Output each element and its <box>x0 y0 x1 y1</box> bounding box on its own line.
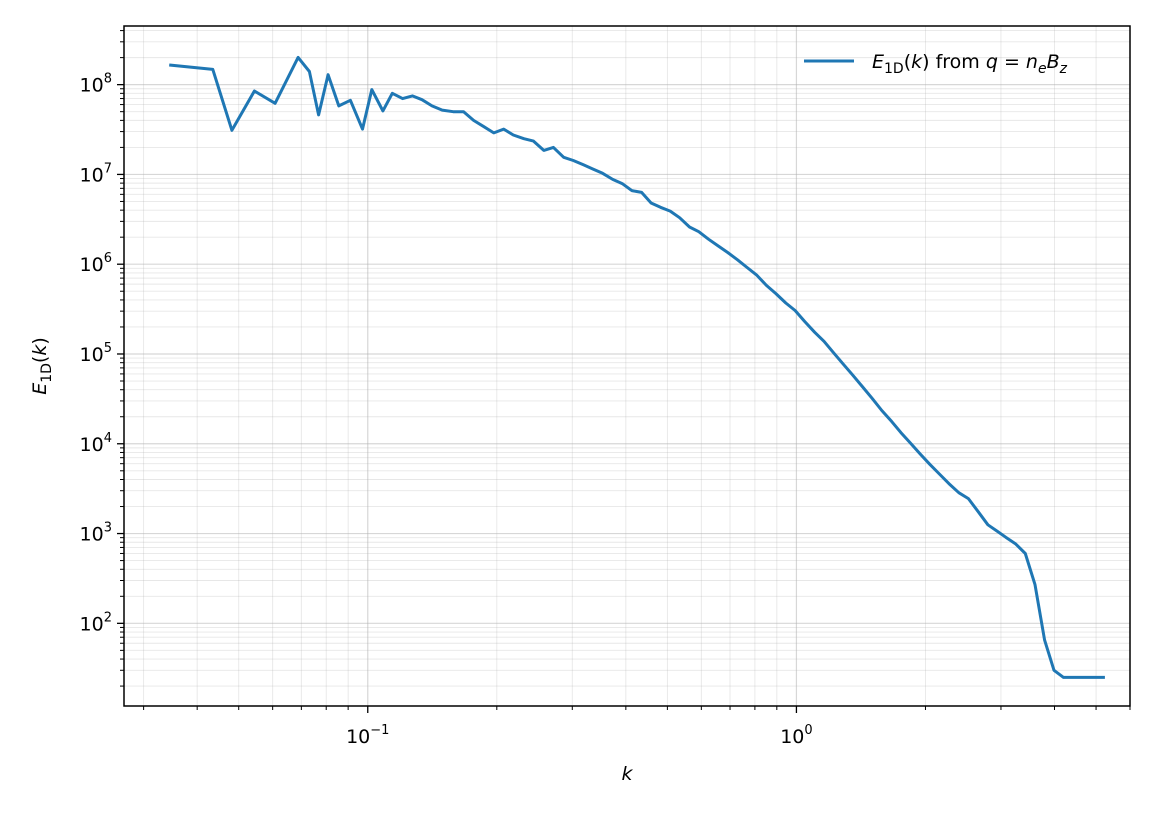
x-tick-label-exponent: 0 <box>804 723 812 738</box>
y-axis-label: E1D(k) <box>29 337 55 395</box>
y-tick-label: 108 <box>80 72 112 97</box>
grid <box>124 26 1131 706</box>
y-tick-label-base: 10 <box>80 434 104 456</box>
y-tick-label-base: 10 <box>80 524 104 546</box>
y-tick-label-base: 10 <box>80 254 104 276</box>
ticks <box>117 30 1131 713</box>
y-axis-label-arg: ( <box>29 356 51 363</box>
y-axis-label-sub: 1D <box>39 363 55 383</box>
y-tick-label-exponent: 5 <box>104 341 112 356</box>
y-axis-label-k: k <box>29 344 51 356</box>
legend-sub: 1D <box>884 61 904 77</box>
y-tick-label: 104 <box>80 431 112 456</box>
legend-b-sub: z <box>1059 61 1068 77</box>
y-tick-label-base: 10 <box>80 344 104 366</box>
x-tick-label: 100 <box>780 723 812 748</box>
y-tick-label-exponent: 2 <box>104 610 112 625</box>
x-tick-label-base: 10 <box>346 726 370 748</box>
legend-from: ) from <box>922 51 986 73</box>
x-tick-label-base: 10 <box>780 726 804 748</box>
y-tick-label-exponent: 6 <box>104 251 112 266</box>
y-axis-label-main: E <box>29 383 51 395</box>
y-tick-label: 107 <box>80 161 112 186</box>
legend-k: k <box>911 51 923 73</box>
legend-q: q <box>986 51 998 73</box>
y-axis-label-close: ) <box>29 337 51 344</box>
x-tick-label-exponent: −1 <box>370 723 389 738</box>
legend-eq: = <box>998 51 1026 73</box>
y-tick-label-exponent: 8 <box>104 72 112 87</box>
y-tick-label: 102 <box>80 610 112 635</box>
y-tick-label: 103 <box>80 521 112 546</box>
legend-e: E <box>872 51 884 73</box>
legend-paren-open: ( <box>904 51 911 73</box>
y-tick-label-base: 10 <box>80 75 104 97</box>
y-tick-label: 105 <box>80 341 112 366</box>
y-tick-label-base: 10 <box>80 613 104 635</box>
legend-b: B <box>1047 51 1060 73</box>
legend-n-sub: e <box>1038 61 1047 77</box>
legend: E1D(k) from q = neBz <box>804 51 1068 77</box>
x-tick-label: 10−1 <box>346 723 389 748</box>
legend-label: E1D(k) from q = neBz <box>872 51 1068 77</box>
y-tick-label-exponent: 4 <box>104 431 112 446</box>
y-tick-label: 106 <box>80 251 112 276</box>
x-axis-label: k <box>621 763 633 785</box>
y-tick-label-exponent: 7 <box>104 161 112 176</box>
plot-frame <box>123 25 1131 707</box>
legend-n: n <box>1026 51 1038 73</box>
y-tick-label-base: 10 <box>80 164 104 186</box>
y-tick-label-exponent: 3 <box>104 521 112 536</box>
series-layer <box>169 55 1105 679</box>
series-line-0 <box>169 55 1105 679</box>
